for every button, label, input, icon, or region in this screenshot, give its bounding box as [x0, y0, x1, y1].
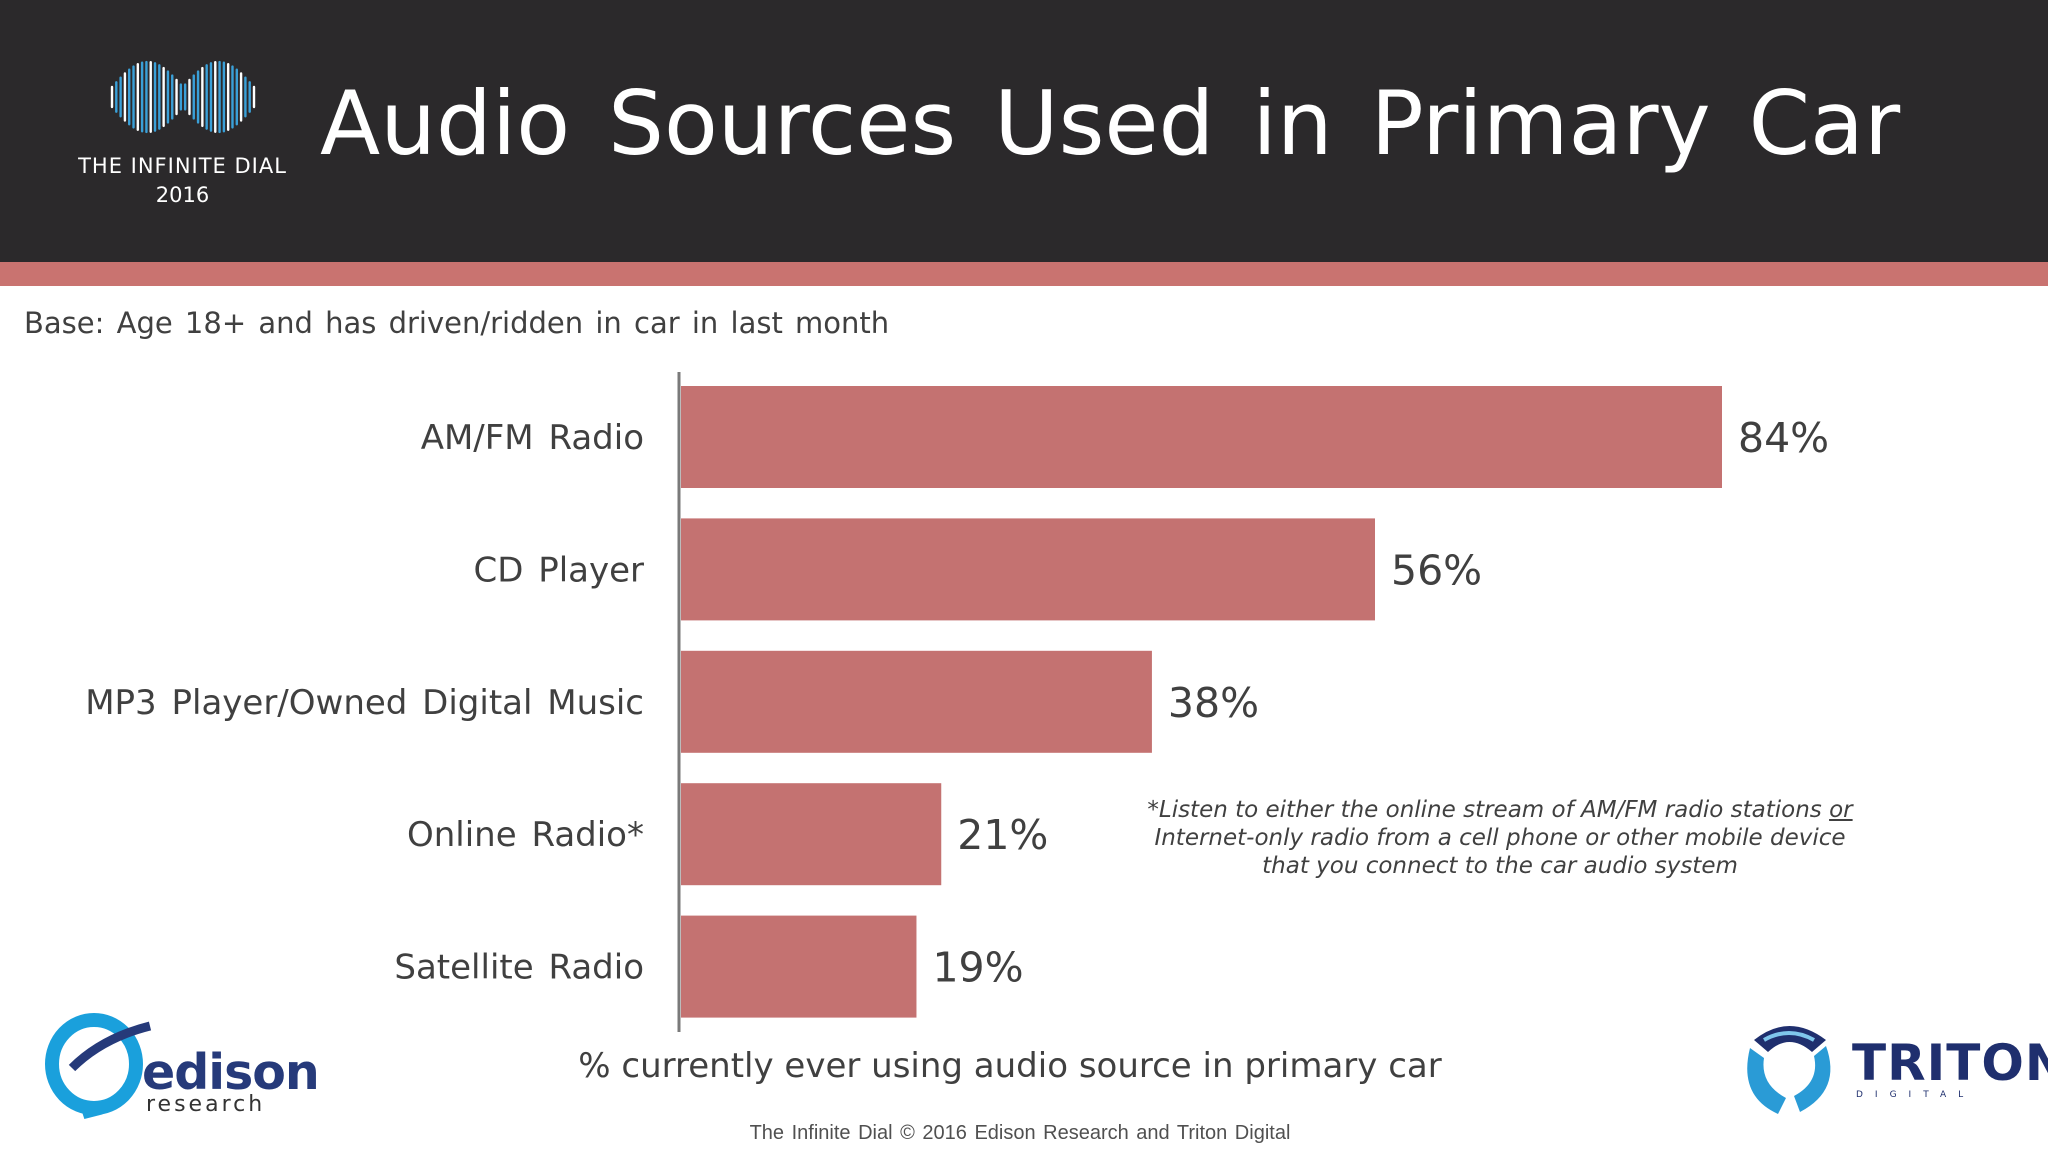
- footnote: *Listen to either the online stream of A…: [1140, 796, 1860, 880]
- footnote-line-1: *Listen to either the online stream of A…: [1147, 797, 1822, 823]
- triton-wordmark: TRITON: [1852, 1034, 2048, 1092]
- category-label: Online Radio*: [407, 815, 644, 855]
- logo-line-2: 2016: [155, 183, 210, 207]
- base-note: Base: Age 18+ and has driven/ridden in c…: [24, 306, 890, 340]
- value-label: 56%: [1391, 546, 1482, 594]
- bar: [681, 650, 1152, 753]
- header-accent-stripe: [0, 262, 2048, 286]
- footnote-line-3: that you connect to the car audio system: [1262, 853, 1738, 879]
- infinity-wave-icon: [110, 60, 256, 134]
- edison-swirl-icon: [45, 1013, 152, 1119]
- bar-chart: AM/FM Radio 84% CD Player 56% MP3 Player/Own…: [85, 372, 1829, 1032]
- value-label: 19%: [932, 944, 1023, 992]
- bar: [681, 783, 942, 886]
- edison-research-logo: edison research: [42, 1008, 320, 1120]
- logo-line-1: THE INFINITE DIAL: [78, 154, 287, 178]
- edison-wordmark: edison: [142, 1044, 320, 1101]
- x-axis-title: % currently ever using audio source in p…: [578, 1046, 1442, 1086]
- bars-layer: AM/FM Radio 84% CD Player 56% MP3 Player/Own…: [85, 386, 1829, 1018]
- value-label: 21%: [957, 811, 1048, 859]
- category-label: AM/FM Radio: [421, 418, 644, 458]
- triton-digital-logo: TRITON DIGITAL: [1734, 1012, 2048, 1122]
- category-label: Satellite Radio: [394, 948, 644, 988]
- header-bar: [0, 0, 2048, 262]
- bar: [681, 518, 1375, 621]
- edison-subtitle: research: [146, 1092, 266, 1117]
- category-label: CD Player: [473, 550, 644, 590]
- page-title: Audio Sources Used in Primary Car: [320, 72, 1901, 175]
- value-label: 84%: [1738, 414, 1829, 462]
- bar: [681, 915, 917, 1018]
- triton-subtitle: DIGITAL: [1856, 1090, 1976, 1100]
- category-label: MP3 Player/Owned Digital Music: [85, 683, 644, 723]
- bar: [681, 386, 1722, 488]
- copyright-footer: The Infinite Dial © 2016 Edison Research…: [749, 1122, 1291, 1144]
- footnote-line-2: Internet-only radio from a cell phone or…: [1154, 825, 1846, 851]
- value-label: 38%: [1168, 679, 1259, 727]
- footnote-or: or: [1829, 797, 1853, 823]
- infinite-dial-logo: THE INFINITE DIAL 2016: [70, 50, 295, 215]
- triton-emblem-icon: [1747, 1026, 1831, 1114]
